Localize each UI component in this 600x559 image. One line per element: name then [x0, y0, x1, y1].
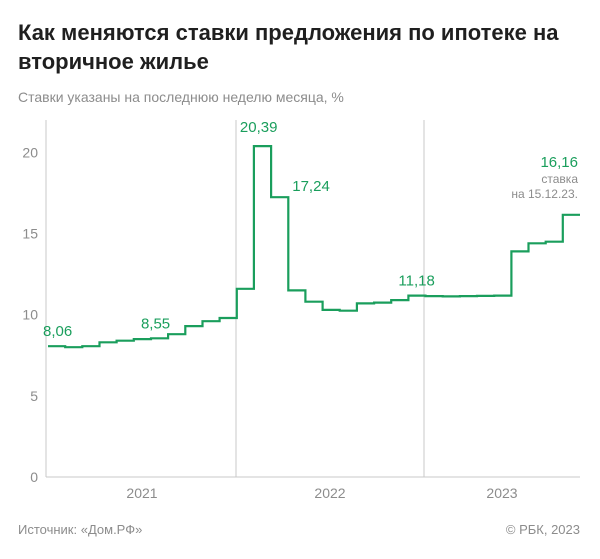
- data-label: 11,18: [398, 273, 434, 290]
- y-tick-label: 15: [22, 226, 38, 242]
- source-note: Источник: «Дом.РФ»: [18, 522, 143, 537]
- data-label: 16,16: [540, 154, 578, 171]
- x-tick-label: 2023: [486, 485, 517, 501]
- series-line: [48, 145, 580, 349]
- y-tick-label: 0: [30, 469, 38, 485]
- chart-title: Как меняются ставки предложения по ипоте…: [18, 20, 559, 74]
- y-tick-label: 5: [30, 388, 38, 404]
- x-axis: 2021 2022 2023: [126, 485, 517, 501]
- y-tick-label: 10: [22, 307, 38, 323]
- end-note-line-2: на 15.12.23.: [511, 187, 578, 201]
- data-label: 8,55: [141, 315, 170, 332]
- end-note-line-1: ставка: [541, 172, 578, 186]
- y-axis: 0 5 10 15 20: [22, 144, 38, 485]
- grid: [45, 120, 580, 478]
- x-tick-label: 2022: [314, 485, 345, 501]
- x-tick-label: 2021: [126, 485, 157, 501]
- chart-subtitle: Ставки указаны на последнюю неделю месяц…: [18, 89, 344, 105]
- data-labels: 8,06 8,55 20,39 17,24 11,18 16,16: [43, 119, 578, 340]
- data-label: 17,24: [292, 178, 330, 195]
- y-tick-label: 20: [22, 144, 38, 160]
- data-label: 8,06: [43, 323, 72, 340]
- data-label: 20,39: [240, 119, 278, 136]
- copyright: © РБК, 2023: [505, 522, 580, 537]
